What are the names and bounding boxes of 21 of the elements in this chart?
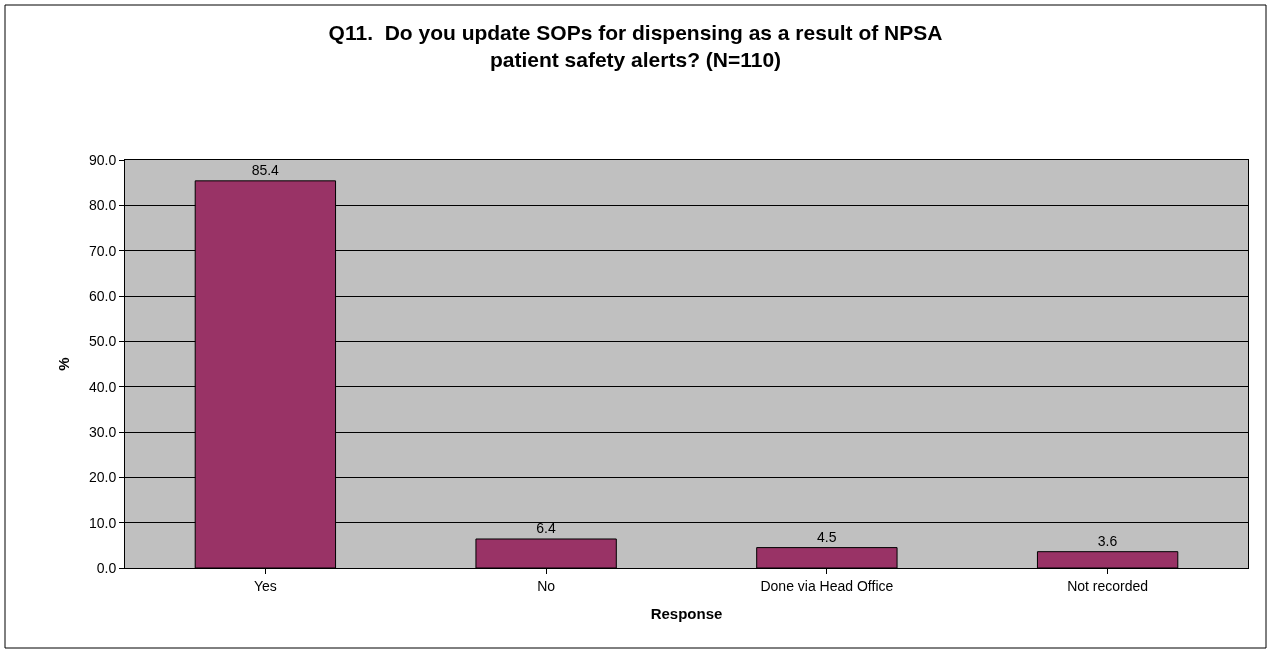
- y-axis-title: %: [55, 357, 73, 371]
- y-tick-label: 60.0: [88, 287, 117, 304]
- chart-title: Q11. Do you update SOPs for dispensing as a result of NPSA patient safety alerts? (N=110): [328, 21, 943, 72]
- y-tick-label: 0.0: [96, 559, 117, 576]
- y-tick-label: 90.0: [88, 151, 117, 168]
- x-tick-label: Not recorded: [1067, 577, 1149, 594]
- x-tick-label: Done via Head Office: [760, 577, 894, 594]
- y-tick-label: 10.0: [88, 514, 117, 531]
- y-tick-label: 40.0: [88, 378, 117, 395]
- data-label: 85.4: [251, 161, 280, 178]
- x-axis-title: Response: [650, 604, 723, 622]
- y-tick-label: 20.0: [88, 469, 117, 486]
- x-tick-label: Yes: [253, 577, 277, 594]
- y-tick-label: 30.0: [88, 423, 117, 440]
- data-label: 6.4: [536, 519, 556, 536]
- data-label: 4.5: [817, 528, 837, 545]
- y-tick-label: 70.0: [88, 242, 117, 259]
- data-label: 3.6: [1097, 532, 1118, 549]
- y-tick-label: 80.0: [88, 197, 117, 214]
- x-tick-label: No: [537, 577, 556, 594]
- y-tick-label: 50.0: [88, 333, 117, 350]
